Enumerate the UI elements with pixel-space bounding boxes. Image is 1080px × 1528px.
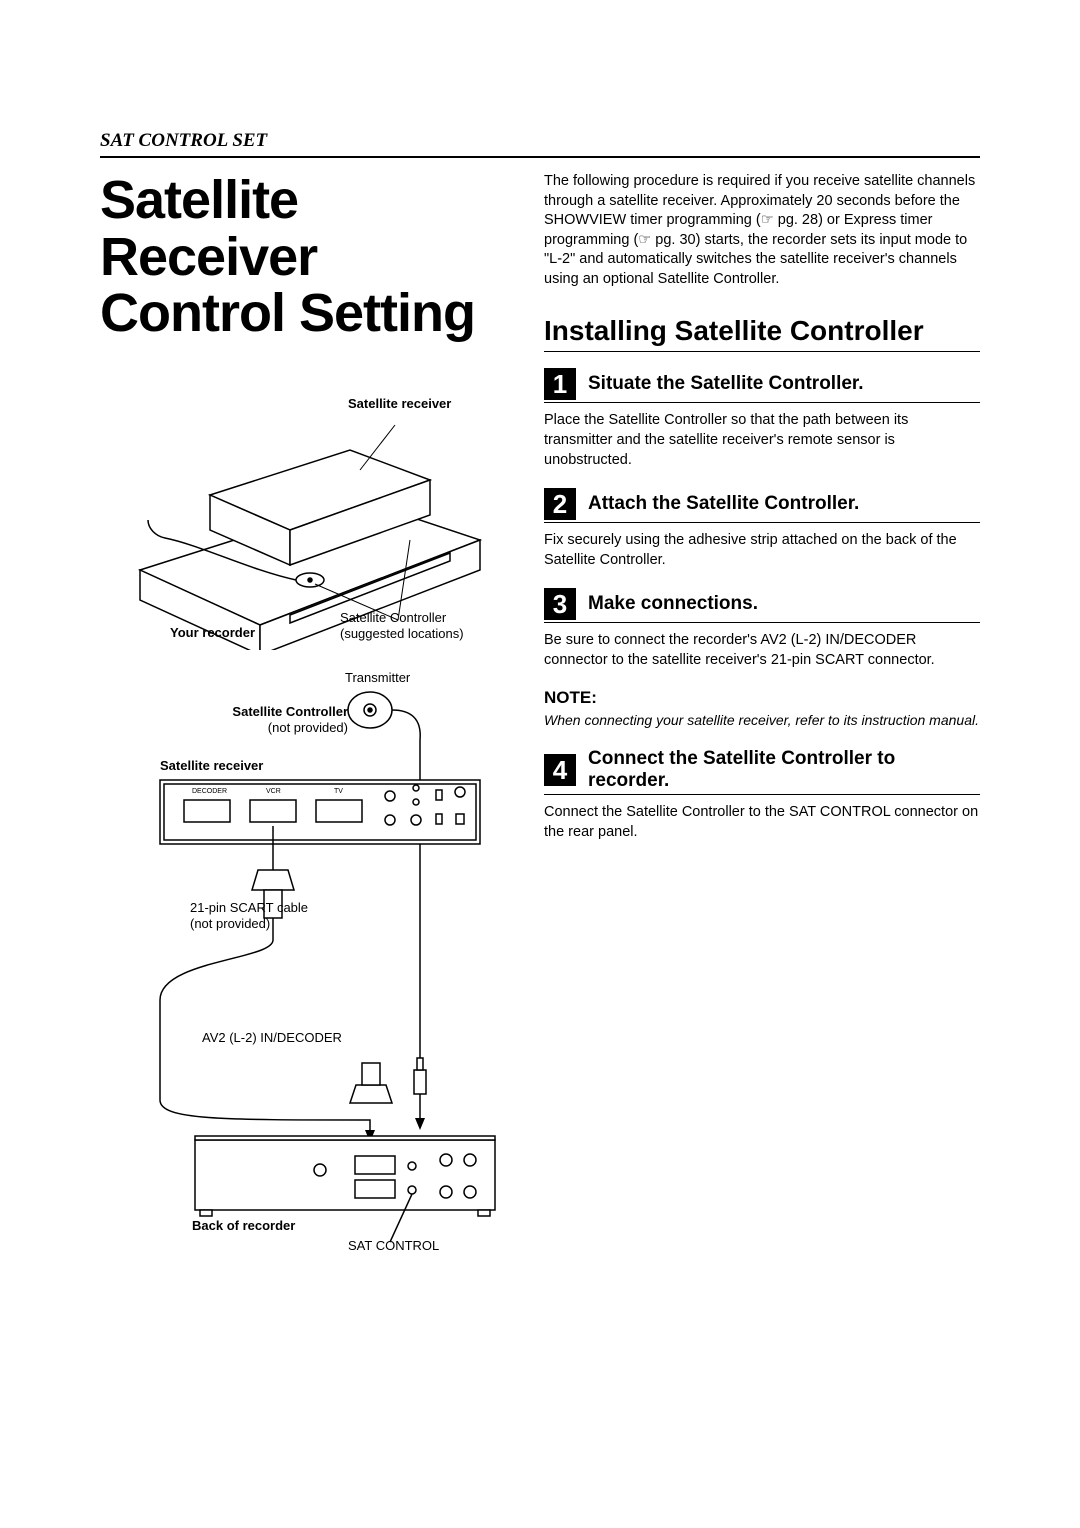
section-header: SAT CONTROL SET xyxy=(100,130,980,158)
diagram-connections xyxy=(100,670,508,1250)
note-block: NOTE: When connecting your satellite rec… xyxy=(544,688,980,730)
intro-text: The following procedure is required if y… xyxy=(544,172,980,289)
label-sat-receiver-mid: Satellite receiver xyxy=(160,758,263,774)
label-vcr: VCR xyxy=(266,788,281,796)
subheading: Installing Satellite Controller xyxy=(544,315,980,352)
step-1-body: Place the Satellite Controller so that t… xyxy=(544,411,980,470)
label-back-recorder: Back of recorder xyxy=(192,1218,295,1234)
left-column: Satellite Receiver Control Setting xyxy=(100,172,508,1250)
label-sat-control: SAT CONTROL xyxy=(348,1238,439,1254)
label-tv: TV xyxy=(334,788,343,796)
note-title: NOTE: xyxy=(544,688,980,708)
label-sat-controller-loc-2: (suggested locations) xyxy=(340,626,464,641)
step-3-number: 3 xyxy=(544,588,576,620)
step-4-number: 4 xyxy=(544,754,576,786)
label-scart-2: (not provided) xyxy=(190,916,270,931)
label-sat-controller-2: Satellite Controller (not provided) xyxy=(218,704,348,735)
step-2-number: 2 xyxy=(544,488,576,520)
step-3-title: Make connections. xyxy=(588,593,758,615)
step-4-title: Connect the Satellite Controller to reco… xyxy=(588,748,980,792)
step-3: 3 Make connections. Be sure to connect t… xyxy=(544,588,980,670)
label-scart: 21-pin SCART cable (not provided) xyxy=(190,900,308,931)
label-sat-controller-loc-1: Satellite Controller xyxy=(340,610,446,625)
step-2: 2 Attach the Satellite Controller. Fix s… xyxy=(544,488,980,570)
label-sat-controller-2b: (not provided) xyxy=(268,720,348,735)
step-2-body: Fix securely using the adhesive strip at… xyxy=(544,531,980,570)
columns: Satellite Receiver Control Setting xyxy=(100,172,980,1250)
label-av2: AV2 (L-2) IN/DECODER xyxy=(202,1030,342,1046)
label-your-recorder: Your recorder xyxy=(170,625,255,641)
diagram-isometric xyxy=(100,370,508,650)
step-2-title: Attach the Satellite Controller. xyxy=(588,493,859,515)
label-scart-1: 21-pin SCART cable xyxy=(190,900,308,915)
diagram-area: Satellite receiver Your recorder Satelli… xyxy=(100,370,508,1250)
note-body: When connecting your satellite receiver,… xyxy=(544,711,980,730)
label-transmitter: Transmitter xyxy=(345,670,410,686)
label-sat-receiver-top: Satellite receiver xyxy=(348,396,451,412)
step-1-number: 1 xyxy=(544,368,576,400)
step-3-body: Be sure to connect the recorder's AV2 (L… xyxy=(544,631,980,670)
step-1: 1 Situate the Satellite Controller. Plac… xyxy=(544,368,980,470)
right-column: The following procedure is required if y… xyxy=(544,172,980,1250)
step-4: 4 Connect the Satellite Controller to re… xyxy=(544,748,980,842)
label-sat-controller-2a: Satellite Controller xyxy=(232,704,348,719)
step-4-body: Connect the Satellite Controller to the … xyxy=(544,803,980,842)
label-decoder: DECODER xyxy=(192,788,227,796)
label-sat-controller-loc: Satellite Controller (suggested location… xyxy=(340,610,464,641)
step-1-title: Situate the Satellite Controller. xyxy=(588,373,864,395)
main-title: Satellite Receiver Control Setting xyxy=(100,172,508,342)
